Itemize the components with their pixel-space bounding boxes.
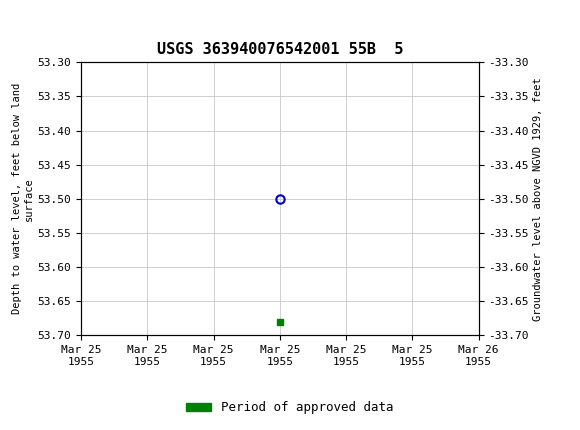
Title: USGS 363940076542001 55B  5: USGS 363940076542001 55B 5 bbox=[157, 42, 403, 57]
Text: USGS: USGS bbox=[35, 13, 82, 32]
Legend: Period of approved data: Period of approved data bbox=[181, 396, 399, 419]
Y-axis label: Groundwater level above NGVD 1929, feet: Groundwater level above NGVD 1929, feet bbox=[533, 77, 543, 321]
Y-axis label: Depth to water level, feet below land
surface: Depth to water level, feet below land su… bbox=[12, 83, 34, 314]
Text: ▒: ▒ bbox=[9, 8, 24, 37]
